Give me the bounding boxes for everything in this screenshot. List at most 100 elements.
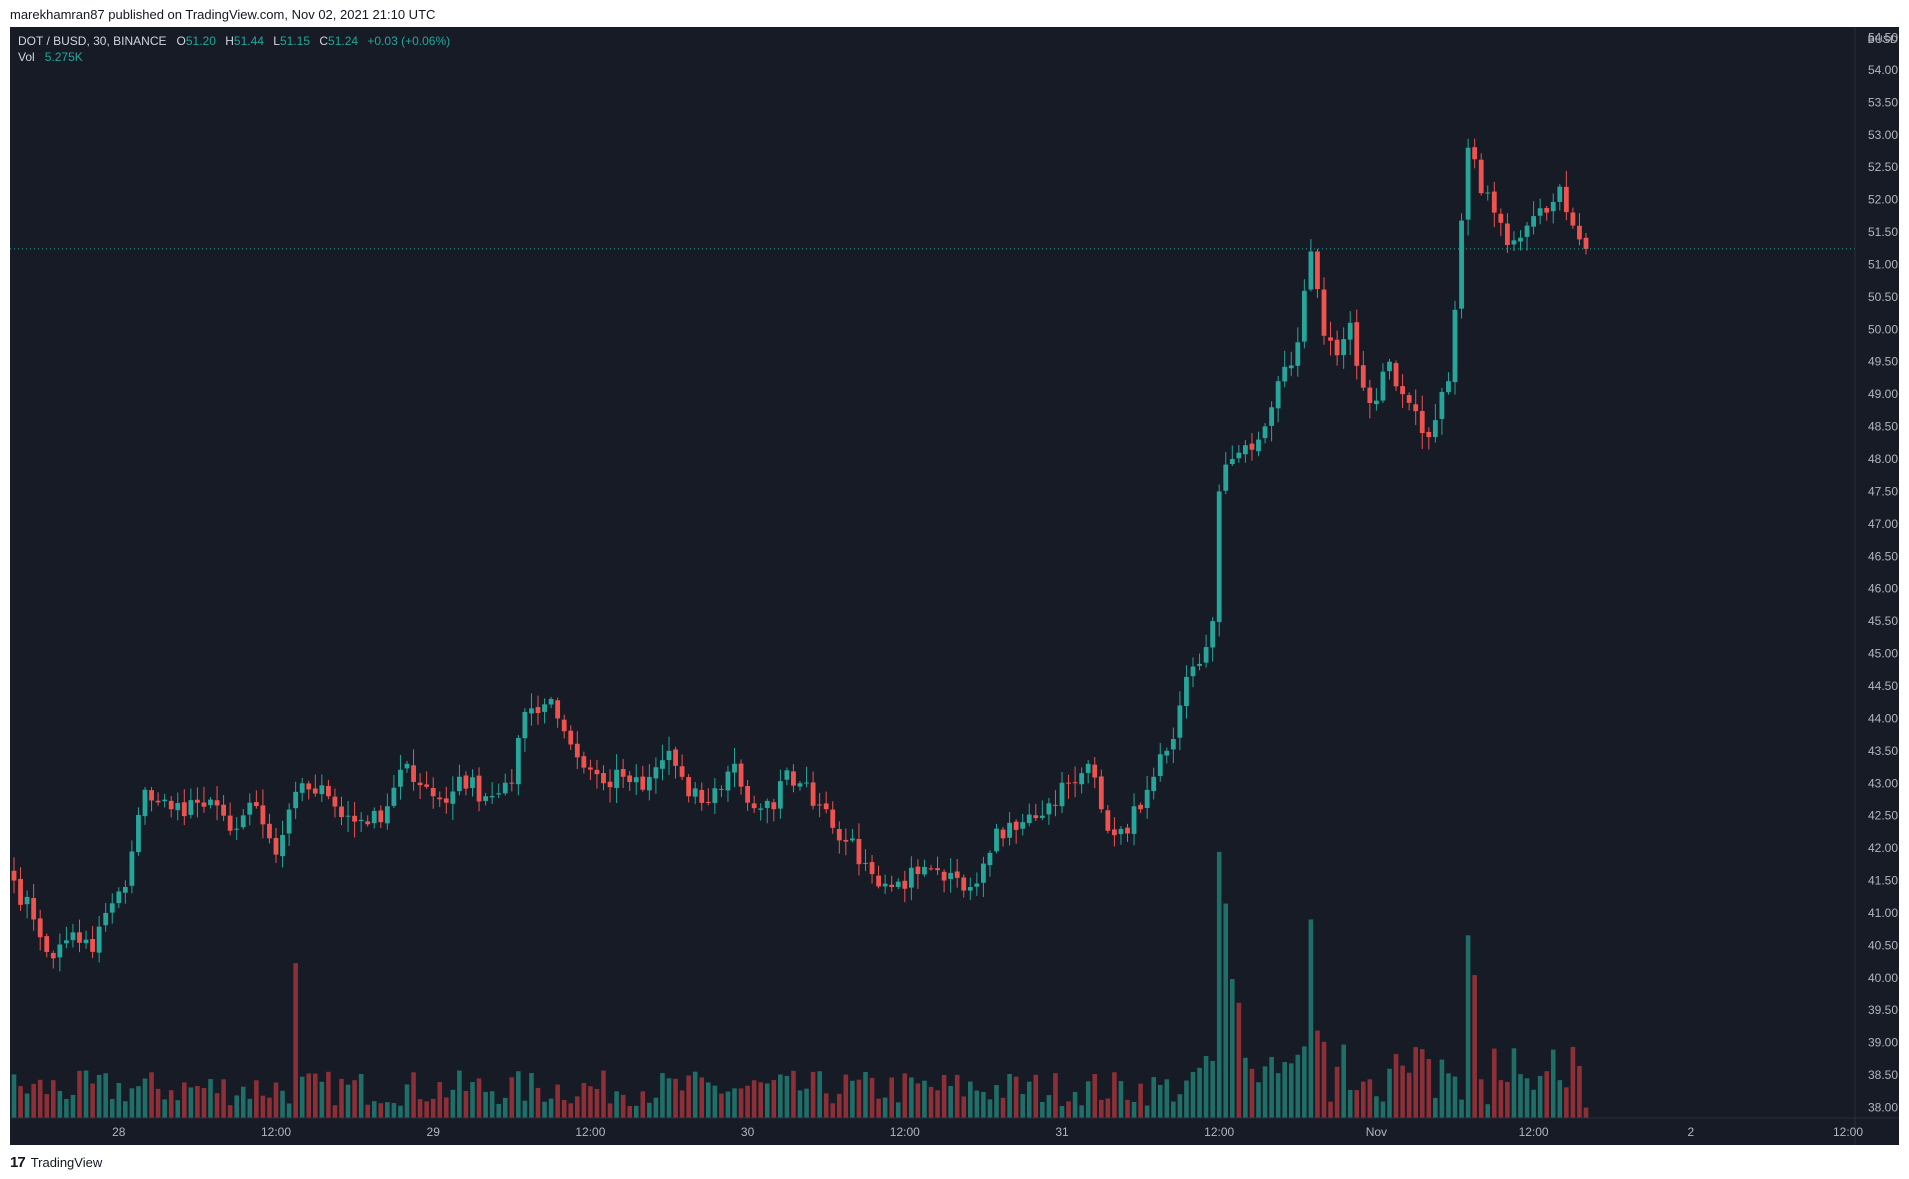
candle-body [1570, 212, 1576, 226]
volume-bar [725, 1091, 731, 1118]
candle-body [83, 939, 89, 944]
volume-bar [1223, 903, 1229, 1118]
candle-body [1157, 754, 1163, 776]
candle-body [1511, 240, 1517, 245]
candle-body [764, 800, 770, 808]
candle-body [175, 803, 181, 811]
candle-body [561, 719, 567, 732]
candle-body [332, 796, 338, 807]
low-label: L [273, 34, 280, 48]
candle-body [935, 868, 940, 871]
candle-body [725, 771, 731, 791]
time-tick-label: 12:00 [1833, 1125, 1863, 1139]
candle-body [273, 837, 279, 855]
volume-bar [1433, 1097, 1438, 1118]
price-tick-label: 48.50 [1868, 420, 1898, 434]
candle-body [1295, 342, 1301, 366]
volume-bar [817, 1071, 822, 1118]
volume-bar [1537, 1075, 1543, 1118]
volume-bar [496, 1103, 501, 1118]
volume-bar [660, 1073, 665, 1118]
volume-bar [889, 1077, 894, 1118]
candle-body [44, 936, 50, 952]
volume-bar [647, 1102, 652, 1118]
volume-bar [542, 1101, 547, 1118]
volume-bar [1465, 935, 1471, 1118]
candle-body [588, 767, 593, 770]
volume-bar [575, 1096, 580, 1118]
candle-body [640, 776, 646, 790]
candle-body [299, 783, 305, 793]
candle-body [1452, 309, 1458, 383]
volume-bar [221, 1079, 226, 1118]
time-tick-label: 30 [741, 1125, 755, 1139]
volume-bar [797, 1090, 803, 1118]
volume-value: 5.275K [44, 50, 83, 64]
candle-body [155, 800, 161, 803]
candle-body [1518, 237, 1523, 242]
volume-bar [201, 1087, 207, 1118]
volume-bar [1367, 1079, 1373, 1118]
volume-bar [1099, 1099, 1104, 1118]
volume-bar [31, 1083, 36, 1118]
candle-body [129, 851, 135, 886]
candle-body [1170, 739, 1176, 750]
volume-bar [1013, 1076, 1019, 1118]
time-tick-label: 29 [427, 1125, 441, 1139]
price-tick-label: 50.00 [1868, 322, 1898, 336]
volume-bar [1177, 1094, 1183, 1118]
volume-bar [1419, 1049, 1425, 1118]
volume-bar [601, 1070, 606, 1118]
candle-body [1550, 201, 1556, 212]
volume-bar [522, 1100, 528, 1118]
candle-body [247, 802, 253, 815]
chart-pane[interactable] [10, 27, 1899, 1145]
volume-bar [954, 1074, 960, 1118]
candle-body [686, 777, 692, 797]
candle-body [1426, 431, 1432, 438]
volume-bar [791, 1070, 796, 1118]
volume-bar [345, 1084, 351, 1118]
candle-body [371, 810, 377, 824]
volume-bar [90, 1083, 95, 1118]
candle-body [594, 769, 600, 775]
volume-bar [1478, 1079, 1484, 1118]
volume-bar [1315, 1030, 1320, 1118]
ohlc-legend-row: DOT / BUSD, 30, BINANCE O51.20 H51.44 L5… [18, 33, 456, 49]
candle-body [57, 944, 63, 958]
candle-body [1465, 147, 1471, 220]
candle-body [1190, 666, 1196, 677]
candle-body [365, 821, 371, 825]
volume-bar [1406, 1072, 1412, 1118]
volume-bar [869, 1077, 875, 1118]
candle-body [666, 750, 672, 761]
symbol-label[interactable]: DOT / BUSD, 30, BINANCE [18, 34, 167, 48]
time-tick-label: 12:00 [575, 1125, 605, 1139]
candle-body [1249, 443, 1255, 450]
candle-body [1472, 147, 1478, 160]
volume-bar [1151, 1077, 1156, 1118]
volume-bar [895, 1102, 901, 1118]
candle-body [476, 775, 482, 802]
volume-bar [555, 1084, 560, 1118]
price-tick-label: 40.50 [1868, 938, 1898, 952]
volume-bar [1446, 1073, 1451, 1118]
candle-body [1478, 159, 1484, 194]
footer-brand[interactable]: 17 TradingView [10, 1150, 102, 1174]
candle-body [1413, 404, 1419, 412]
volume-bar [1570, 1046, 1576, 1118]
candle-body [515, 737, 521, 785]
volume-bar [450, 1089, 456, 1118]
candle-body [18, 879, 23, 905]
volume-bar [70, 1094, 76, 1118]
candle-body [483, 796, 488, 801]
volume-bar [1249, 1068, 1255, 1118]
price-tick-label: 40.00 [1868, 971, 1898, 985]
candle-layer [11, 138, 1589, 972]
candle-body [1138, 804, 1143, 810]
candle-body [1367, 387, 1373, 404]
volume-bar [1157, 1084, 1163, 1118]
candle-body [791, 771, 796, 786]
candle-body [1354, 322, 1360, 366]
